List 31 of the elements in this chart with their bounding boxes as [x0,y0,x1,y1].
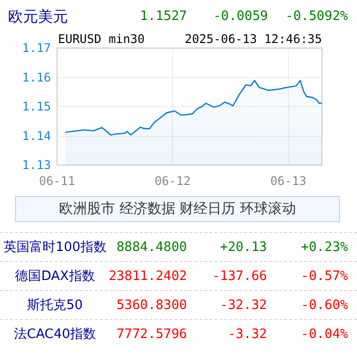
category-label: 德国DAX指数 [14,268,96,286]
data-label: +20.13 [220,240,267,255]
y-tick-label: 1.16 [22,70,51,84]
text: -0.0059 [213,9,268,24]
y-tick-label: 1.15 [22,100,51,114]
text: 2025-06-13 12:46:35 [184,32,322,46]
data-label: -32.32 [220,298,267,313]
chart-title: 欧元美元 [8,8,68,26]
y-tick-label: 1.14 [22,128,51,143]
category-label: 斯托克50 [26,297,84,315]
x-tick-label: 06-12 [154,174,191,188]
x-tick-label: 06-13 [270,174,306,188]
category-label: 法CAC40指数 [12,326,98,344]
data-label: 7772.5796 [116,326,187,344]
chart-subtitle: EURUSD min30 [58,32,145,46]
data-label: -0.57% [301,269,348,284]
y-tick-label: 1.17 [22,41,51,55]
text: 1.1527 [140,9,187,24]
data-label: 5360.8300 [116,297,187,315]
data-label: 8884.4800 [116,240,187,255]
x-tick-label: 06-11 [38,174,76,188]
data-label: -3.32 [228,327,267,342]
data-label: -0.60% [301,298,348,313]
category-label: 英国富时100指数 [2,239,108,257]
data-label: +0.23% [301,240,348,255]
data-label: -0.04% [301,327,348,342]
data-label: -137.66 [212,269,267,284]
text: -0.5092% [285,9,348,24]
text: 欧洲股市 经济数据 财经日历 环球滚动 [15,196,340,222]
y-tick-label: 1.13 [22,158,51,172]
data-label: 23811.2402 [108,268,187,286]
